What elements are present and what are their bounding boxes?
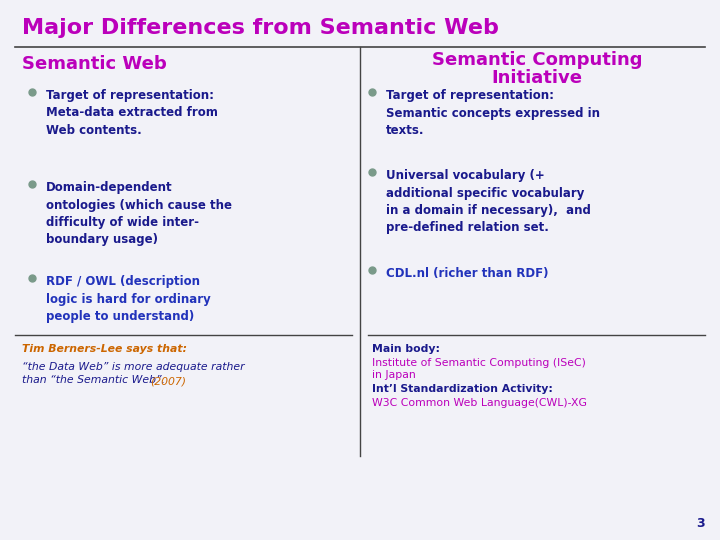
Text: RDF / OWL (description
logic is hard for ordinary
people to understand): RDF / OWL (description logic is hard for…: [46, 275, 211, 323]
Text: Tim Berners-Lee says that:: Tim Berners-Lee says that:: [22, 344, 187, 354]
Text: Institute of Semantic Computing (ISeC)
in Japan: Institute of Semantic Computing (ISeC) i…: [372, 357, 586, 380]
Text: Universal vocabulary (+
additional specific vocabulary
in a domain if necessary): Universal vocabulary (+ additional speci…: [386, 169, 591, 234]
Text: Domain-dependent
ontologies (which cause the
difficulty of wide inter-
boundary : Domain-dependent ontologies (which cause…: [46, 181, 232, 246]
Text: Major Differences from Semantic Web: Major Differences from Semantic Web: [22, 18, 499, 38]
Text: Target of representation:
Semantic concepts expressed in
texts.: Target of representation: Semantic conce…: [386, 89, 600, 137]
Text: Semantic Web: Semantic Web: [22, 55, 167, 73]
Text: Semantic Computing: Semantic Computing: [432, 51, 642, 69]
Text: “the Data Web” is more adequate rather
than “the Semantic Web”.: “the Data Web” is more adequate rather t…: [22, 362, 245, 385]
Text: Main body:: Main body:: [372, 344, 440, 354]
Text: Initiative: Initiative: [492, 69, 582, 87]
Text: Target of representation:
Meta-data extracted from
Web contents.: Target of representation: Meta-data extr…: [46, 89, 218, 137]
Text: (2007): (2007): [150, 376, 186, 386]
Text: CDL.nl (richer than RDF): CDL.nl (richer than RDF): [386, 267, 549, 280]
Text: 3: 3: [696, 517, 705, 530]
Text: W3C Common Web Language(CWL)-XG: W3C Common Web Language(CWL)-XG: [372, 398, 587, 408]
Text: Int’l Standardization Activity:: Int’l Standardization Activity:: [372, 384, 553, 395]
